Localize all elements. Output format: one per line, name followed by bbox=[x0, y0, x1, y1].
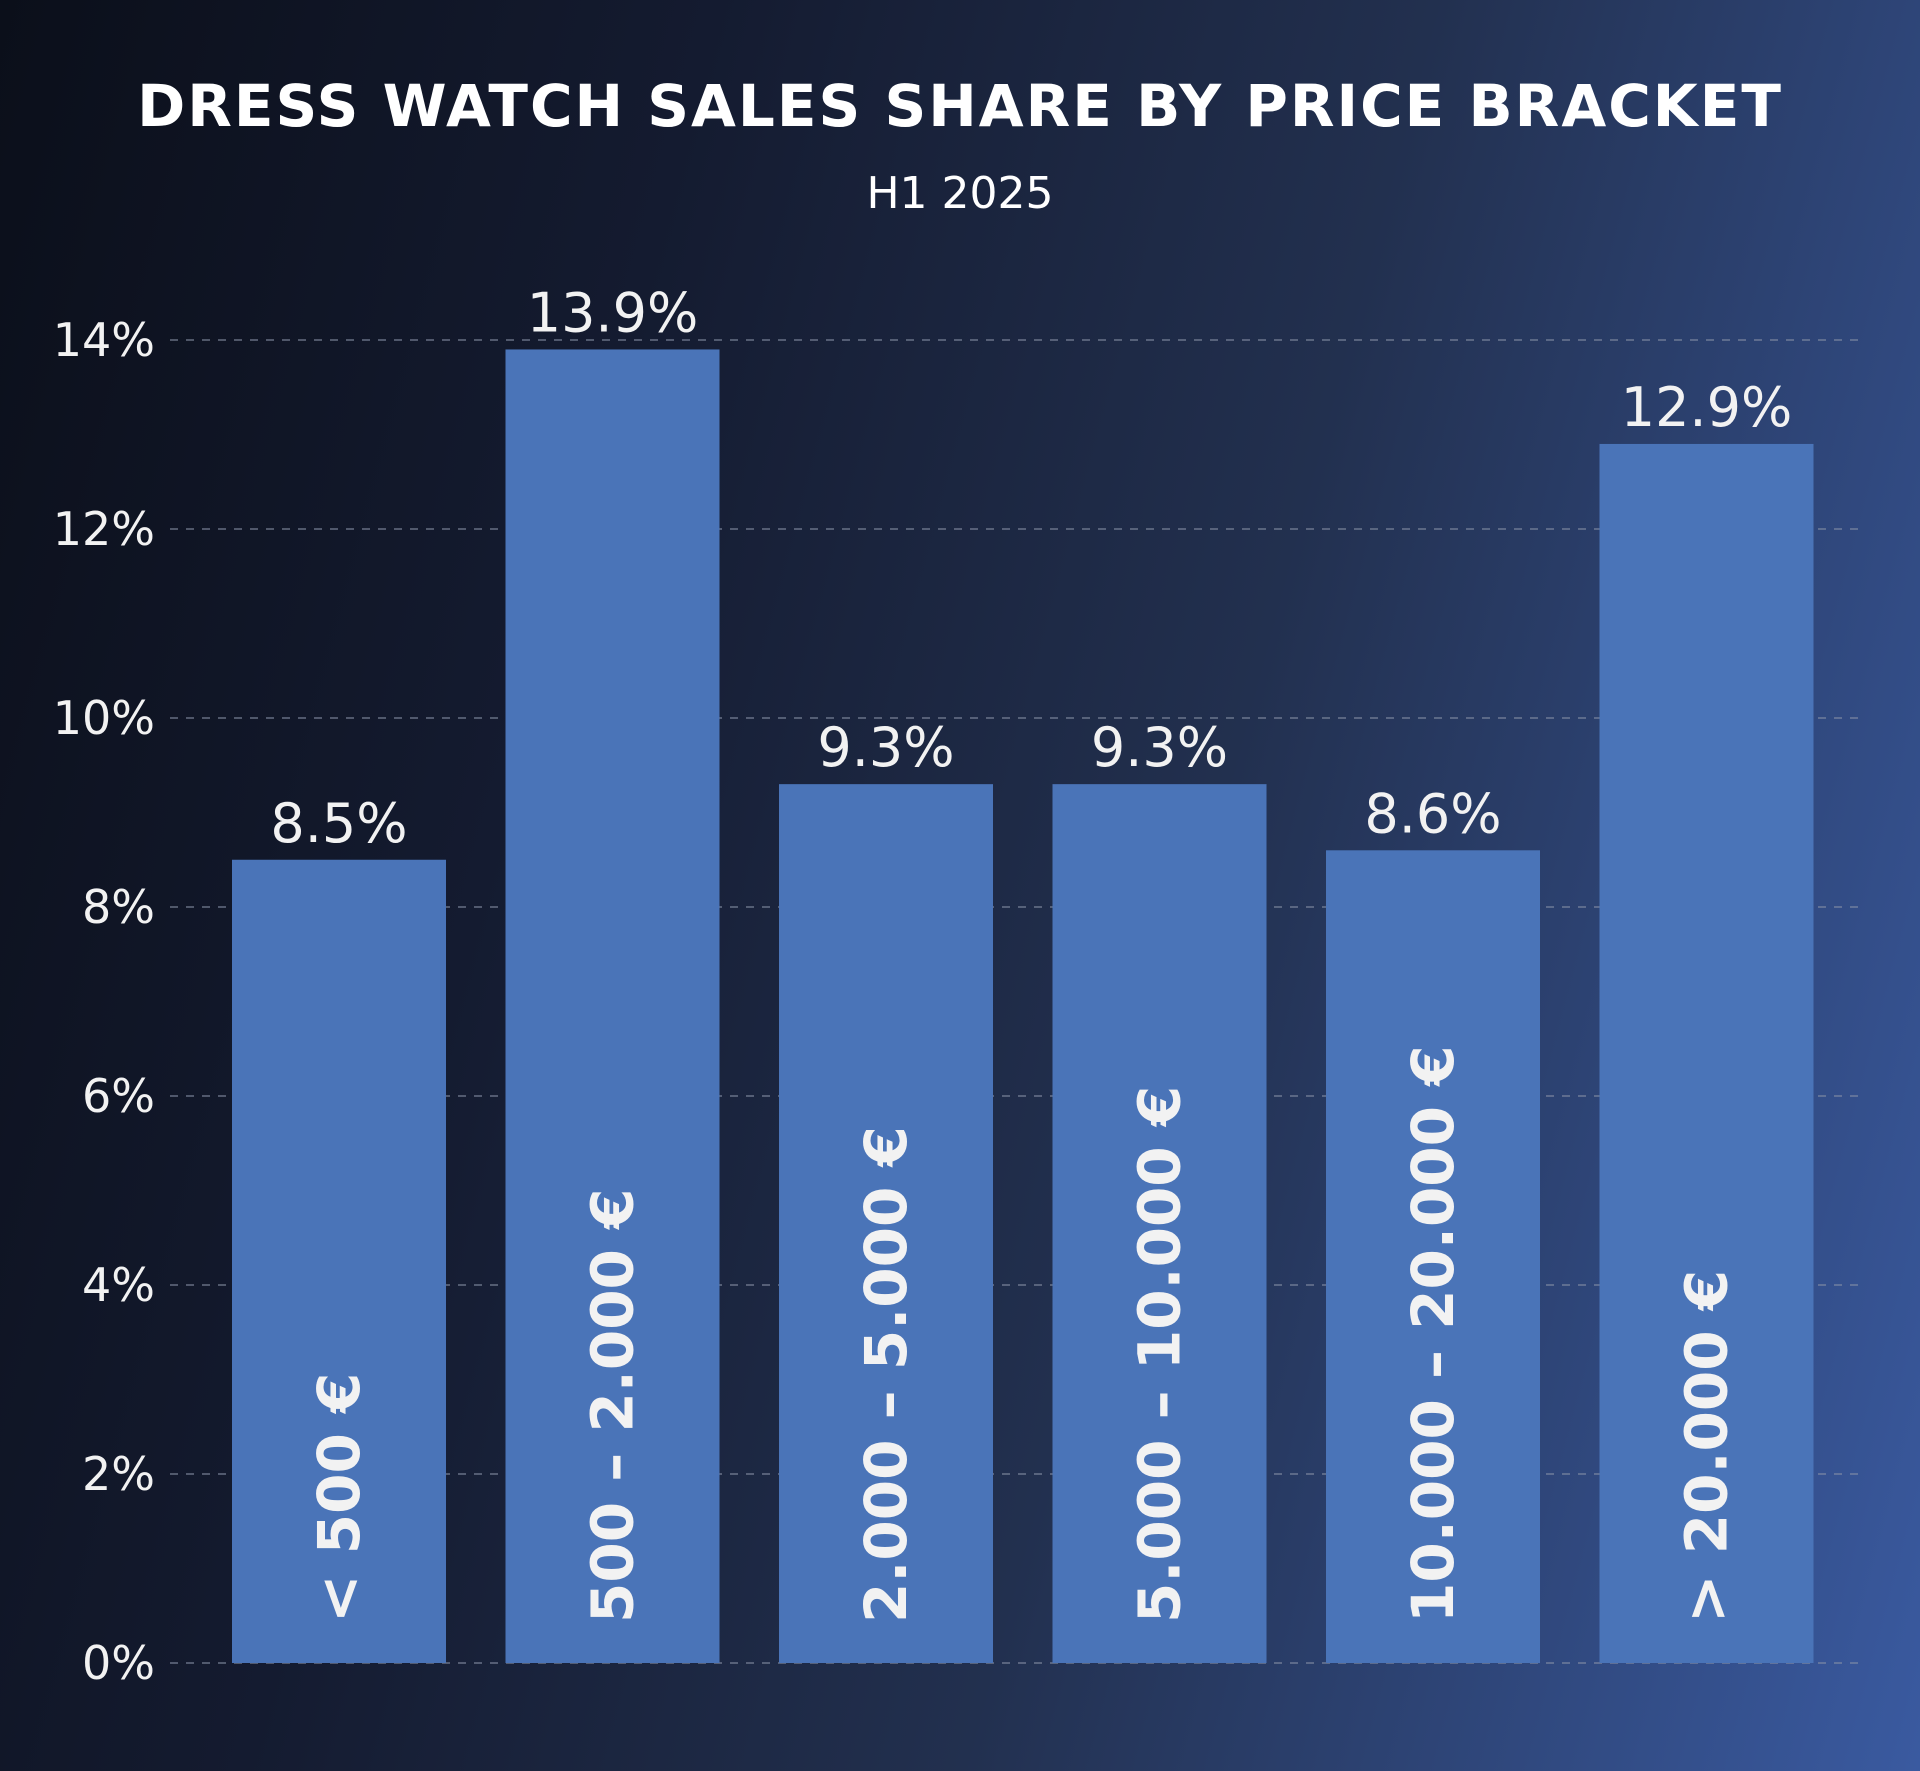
bar bbox=[1599, 443, 1814, 1664]
y-tick-label: 8% bbox=[82, 880, 155, 934]
y-tick-label: 6% bbox=[82, 1069, 155, 1123]
category-label: 5.000 – 10.000 € bbox=[1126, 1086, 1194, 1623]
bar bbox=[505, 349, 720, 1664]
category-label: > 20.000 € bbox=[1673, 1270, 1741, 1623]
y-tick-label: 2% bbox=[82, 1447, 155, 1501]
bar bbox=[1052, 784, 1267, 1663]
category-label: < 500 € bbox=[305, 1373, 373, 1623]
category-label: 500 – 2.000 € bbox=[579, 1189, 647, 1623]
bar-value-label: 13.9% bbox=[527, 281, 699, 344]
bar-value-label: 12.9% bbox=[1621, 376, 1793, 439]
bar-value-label: 8.5% bbox=[270, 792, 407, 855]
chart-subtitle: H1 2025 bbox=[866, 168, 1054, 219]
category-label: 10.000 – 20.000 € bbox=[1399, 1045, 1467, 1623]
y-tick-label: 14% bbox=[53, 313, 155, 367]
bar bbox=[232, 859, 446, 1663]
bar bbox=[1326, 850, 1540, 1663]
bar-value-label: 9.3% bbox=[1091, 716, 1228, 779]
y-tick-label: 4% bbox=[82, 1258, 155, 1312]
y-tick-label: 10% bbox=[53, 691, 155, 745]
y-tick-label: 0% bbox=[82, 1636, 155, 1690]
bar bbox=[779, 784, 993, 1663]
category-label: 2.000 – 5.000 € bbox=[852, 1126, 920, 1623]
y-tick-label: 12% bbox=[53, 502, 155, 556]
chart-title: DRESS WATCH SALES SHARE BY PRICE BRACKET bbox=[137, 72, 1783, 140]
bar-value-label: 9.3% bbox=[817, 716, 954, 779]
bar-value-label: 8.6% bbox=[1364, 782, 1501, 845]
